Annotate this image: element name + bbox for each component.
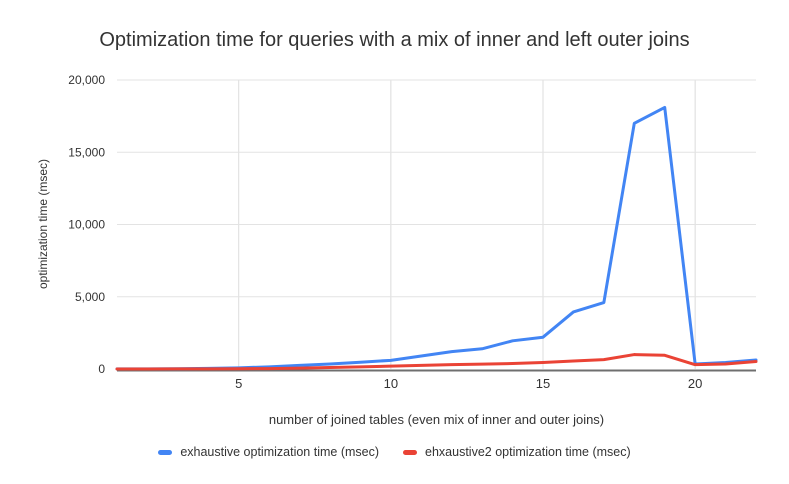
x-tick-label: 5: [235, 376, 242, 391]
legend-item-exhaustive: exhaustive optimization time (msec): [158, 445, 379, 459]
chart-legend: exhaustive optimization time (msec) ehxa…: [0, 445, 789, 459]
y-tick-label: 15,000: [68, 145, 105, 159]
x-tick-label: 20: [688, 376, 702, 391]
x-axis-title: number of joined tables (even mix of inn…: [268, 412, 605, 427]
legend-item-ehxaustive2: ehxaustive2 optimization time (msec): [403, 445, 631, 459]
y-tick-label: 10,000: [68, 218, 105, 232]
chart-title: Optimization time for queries with a mix…: [99, 29, 690, 51]
y-tick-label: 0: [98, 362, 105, 376]
x-tick-label: 15: [536, 376, 550, 391]
y-tick-label: 5,000: [75, 290, 105, 304]
legend-swatch-blue: [158, 449, 173, 455]
legend-label-ehxaustive2: ehxaustive2 optimization time (msec): [425, 445, 631, 459]
y-tick-label: 20,000: [68, 73, 105, 87]
legend-label-exhaustive: exhaustive optimization time (msec): [180, 445, 380, 459]
legend-swatch-red: [403, 449, 418, 455]
series-line-1: [115, 353, 758, 371]
y-axis-title: optimization time (msec): [36, 158, 50, 290]
x-tick-label: 10: [384, 376, 398, 391]
series-line-0: [115, 105, 758, 371]
